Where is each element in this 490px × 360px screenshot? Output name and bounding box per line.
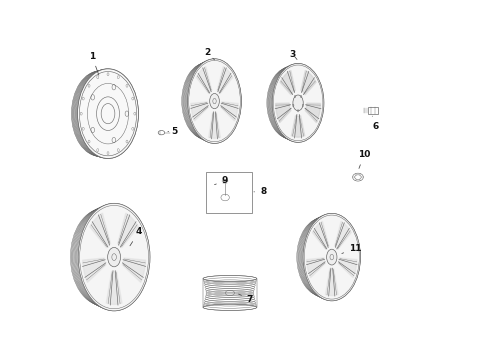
Ellipse shape bbox=[272, 63, 324, 142]
Bar bbox=[205, 172, 252, 213]
Ellipse shape bbox=[188, 59, 242, 143]
Polygon shape bbox=[305, 103, 320, 123]
Polygon shape bbox=[196, 67, 212, 94]
Ellipse shape bbox=[293, 95, 303, 111]
Polygon shape bbox=[275, 103, 291, 123]
Polygon shape bbox=[106, 271, 122, 305]
Ellipse shape bbox=[303, 213, 361, 301]
Ellipse shape bbox=[78, 203, 150, 311]
Text: 8: 8 bbox=[254, 187, 266, 196]
Polygon shape bbox=[83, 258, 106, 282]
Polygon shape bbox=[325, 269, 338, 296]
Polygon shape bbox=[301, 71, 316, 95]
Text: 2: 2 bbox=[204, 48, 215, 60]
Text: 1: 1 bbox=[89, 52, 99, 75]
Ellipse shape bbox=[210, 94, 220, 109]
Polygon shape bbox=[122, 258, 146, 282]
Polygon shape bbox=[280, 71, 295, 95]
Bar bbox=[368, 107, 378, 114]
Text: 5: 5 bbox=[168, 127, 178, 136]
Text: 6: 6 bbox=[372, 116, 379, 131]
Text: 11: 11 bbox=[342, 244, 362, 253]
Polygon shape bbox=[307, 258, 325, 278]
Polygon shape bbox=[292, 116, 305, 137]
Polygon shape bbox=[217, 67, 233, 94]
Polygon shape bbox=[335, 221, 351, 249]
Polygon shape bbox=[191, 102, 208, 121]
Polygon shape bbox=[209, 112, 221, 138]
Polygon shape bbox=[118, 213, 138, 248]
Text: 7: 7 bbox=[239, 294, 253, 303]
Text: 9: 9 bbox=[215, 176, 228, 185]
Polygon shape bbox=[338, 258, 357, 278]
Polygon shape bbox=[220, 102, 238, 121]
Ellipse shape bbox=[327, 249, 337, 265]
Text: 4: 4 bbox=[130, 228, 142, 246]
Ellipse shape bbox=[77, 69, 139, 158]
Polygon shape bbox=[90, 213, 111, 248]
Polygon shape bbox=[312, 221, 329, 249]
Text: 3: 3 bbox=[290, 50, 297, 59]
Ellipse shape bbox=[108, 247, 121, 267]
Text: 10: 10 bbox=[358, 150, 370, 168]
